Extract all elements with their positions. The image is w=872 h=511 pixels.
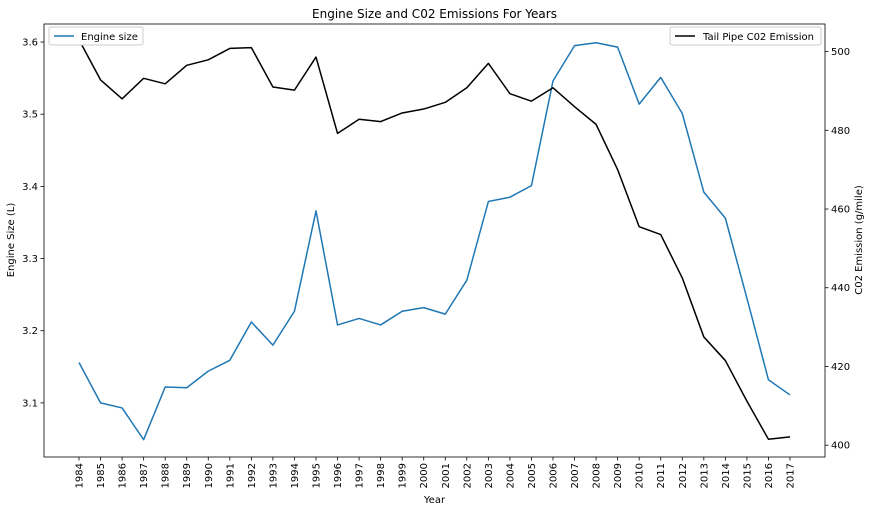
x-axis-label: Year <box>423 495 446 506</box>
chart-title: Engine Size and C02 Emissions For Years <box>312 7 557 21</box>
x-tick-label: 2006 <box>549 463 560 488</box>
x-tick-label: 2012 <box>678 463 689 488</box>
x-tick-label: 1998 <box>376 463 387 488</box>
x-tick-label: 2003 <box>484 463 495 488</box>
right-y-tick-label: 500 <box>831 47 850 58</box>
x-tick-label: 1991 <box>225 463 236 488</box>
x-tick-label: 2005 <box>527 463 538 488</box>
x-tick-label: 2016 <box>764 463 775 488</box>
left-y-tick-label: 3.1 <box>22 398 38 409</box>
legend-engine-size-label: Engine size <box>81 32 138 43</box>
legend-engine-size: Engine size <box>48 26 144 46</box>
x-tick-label: 1997 <box>355 463 366 488</box>
right-y-tick-label: 480 <box>831 126 850 137</box>
x-tick-label: 2002 <box>462 463 473 488</box>
x-tick-label: 2014 <box>721 463 732 488</box>
right-y-axis: 400 420 440 460 480 500 <box>825 47 850 452</box>
x-tick-label: 1986 <box>118 463 129 488</box>
x-tick-label: 1992 <box>247 463 258 488</box>
series-line-1 <box>78 39 791 441</box>
x-tick-label: 2007 <box>570 463 581 488</box>
x-tick-label: 2009 <box>613 463 624 488</box>
left-y-tick-label: 3.4 <box>22 182 38 193</box>
x-tick-label: 2017 <box>786 463 797 488</box>
series-lines <box>78 39 791 441</box>
x-tick-label: 1985 <box>96 463 107 488</box>
x-tick-label: 1988 <box>161 463 172 488</box>
x-tick-label: 2011 <box>656 463 667 488</box>
x-tick-label: 1990 <box>204 463 215 488</box>
left-y-tick-label: 3.6 <box>22 38 38 49</box>
x-tick-label: 2013 <box>699 463 710 488</box>
legend-tail-pipe-emission-label: Tail Pipe C02 Emission <box>702 32 814 43</box>
left-y-axis-label: Engine Size (L) <box>6 203 17 278</box>
x-tick-label: 1989 <box>182 463 193 488</box>
x-tick-label: 2015 <box>742 463 753 488</box>
x-tick-label: 1993 <box>268 463 279 488</box>
left-y-tick-label: 3.5 <box>22 110 38 121</box>
x-tick-label: 1984 <box>75 463 86 488</box>
legend-engine-size-box <box>48 26 144 46</box>
left-y-tick-label: 3.2 <box>22 326 38 337</box>
x-axis: 1984 1985 1986 1987 1988 1989 1990 1991 1992 1993… <box>75 457 797 488</box>
x-tick-label: 2000 <box>419 463 430 488</box>
x-tick-label: 1996 <box>333 463 344 488</box>
x-tick-label: 2010 <box>635 463 646 488</box>
right-y-tick-label: 440 <box>831 283 850 294</box>
series-line-0 <box>78 42 791 441</box>
right-y-tick-label: 420 <box>831 362 850 373</box>
x-tick-label: 1987 <box>139 463 150 488</box>
x-tick-label: 2008 <box>592 463 603 488</box>
right-y-axis-label: C02 Emission (g/mile) <box>854 185 865 295</box>
x-tick-label: 2001 <box>441 463 452 488</box>
x-tick-label: 1999 <box>398 463 409 488</box>
plot-area <box>43 23 826 458</box>
right-y-tick-label: 400 <box>831 441 850 452</box>
legend-tail-pipe-emission: Tail Pipe C02 Emission <box>669 26 822 46</box>
left-y-axis: 3.1 3.2 3.3 3.4 3.5 3.6 <box>22 38 44 409</box>
left-y-tick-label: 3.3 <box>22 254 38 265</box>
x-tick-label: 1994 <box>290 463 301 488</box>
right-y-tick-label: 460 <box>831 205 850 216</box>
x-tick-label: 1995 <box>312 463 323 488</box>
legend-tail-pipe-emission-box <box>669 26 822 46</box>
x-tick-label: 2004 <box>505 463 516 488</box>
